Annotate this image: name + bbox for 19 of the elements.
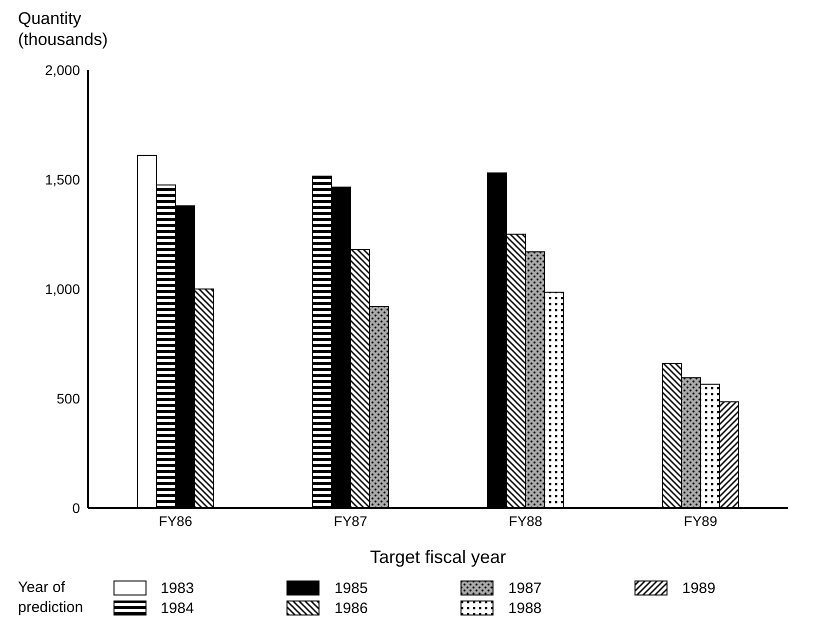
x-axis-title: Target fiscal year <box>370 547 506 567</box>
legend-label: 1989 <box>682 580 716 596</box>
x-tick-label: FY87 <box>334 512 368 529</box>
legend-label: 1987 <box>508 580 542 596</box>
legend-label: 1983 <box>160 580 194 596</box>
y-tick-label: 1,500 <box>44 171 80 188</box>
y-tick-label: 0 <box>72 500 80 516</box>
y-tick-label: 1,000 <box>44 280 80 297</box>
y-axis-title: Quantity (thousands) <box>18 8 109 50</box>
y-tick-label: 2,000 <box>44 62 80 78</box>
legend-label: 1984 <box>160 600 194 616</box>
x-tick-label: FY89 <box>684 512 718 529</box>
legend-title: Year of prediction <box>18 578 84 618</box>
x-tick-label: FY88 <box>508 512 542 529</box>
legend-label: 1985 <box>334 580 368 596</box>
y-tick-label: 500 <box>56 390 80 406</box>
x-tick-label: FY86 <box>158 512 192 529</box>
legend-label: 1986 <box>334 600 368 616</box>
legend-label: 1988 <box>508 600 542 616</box>
